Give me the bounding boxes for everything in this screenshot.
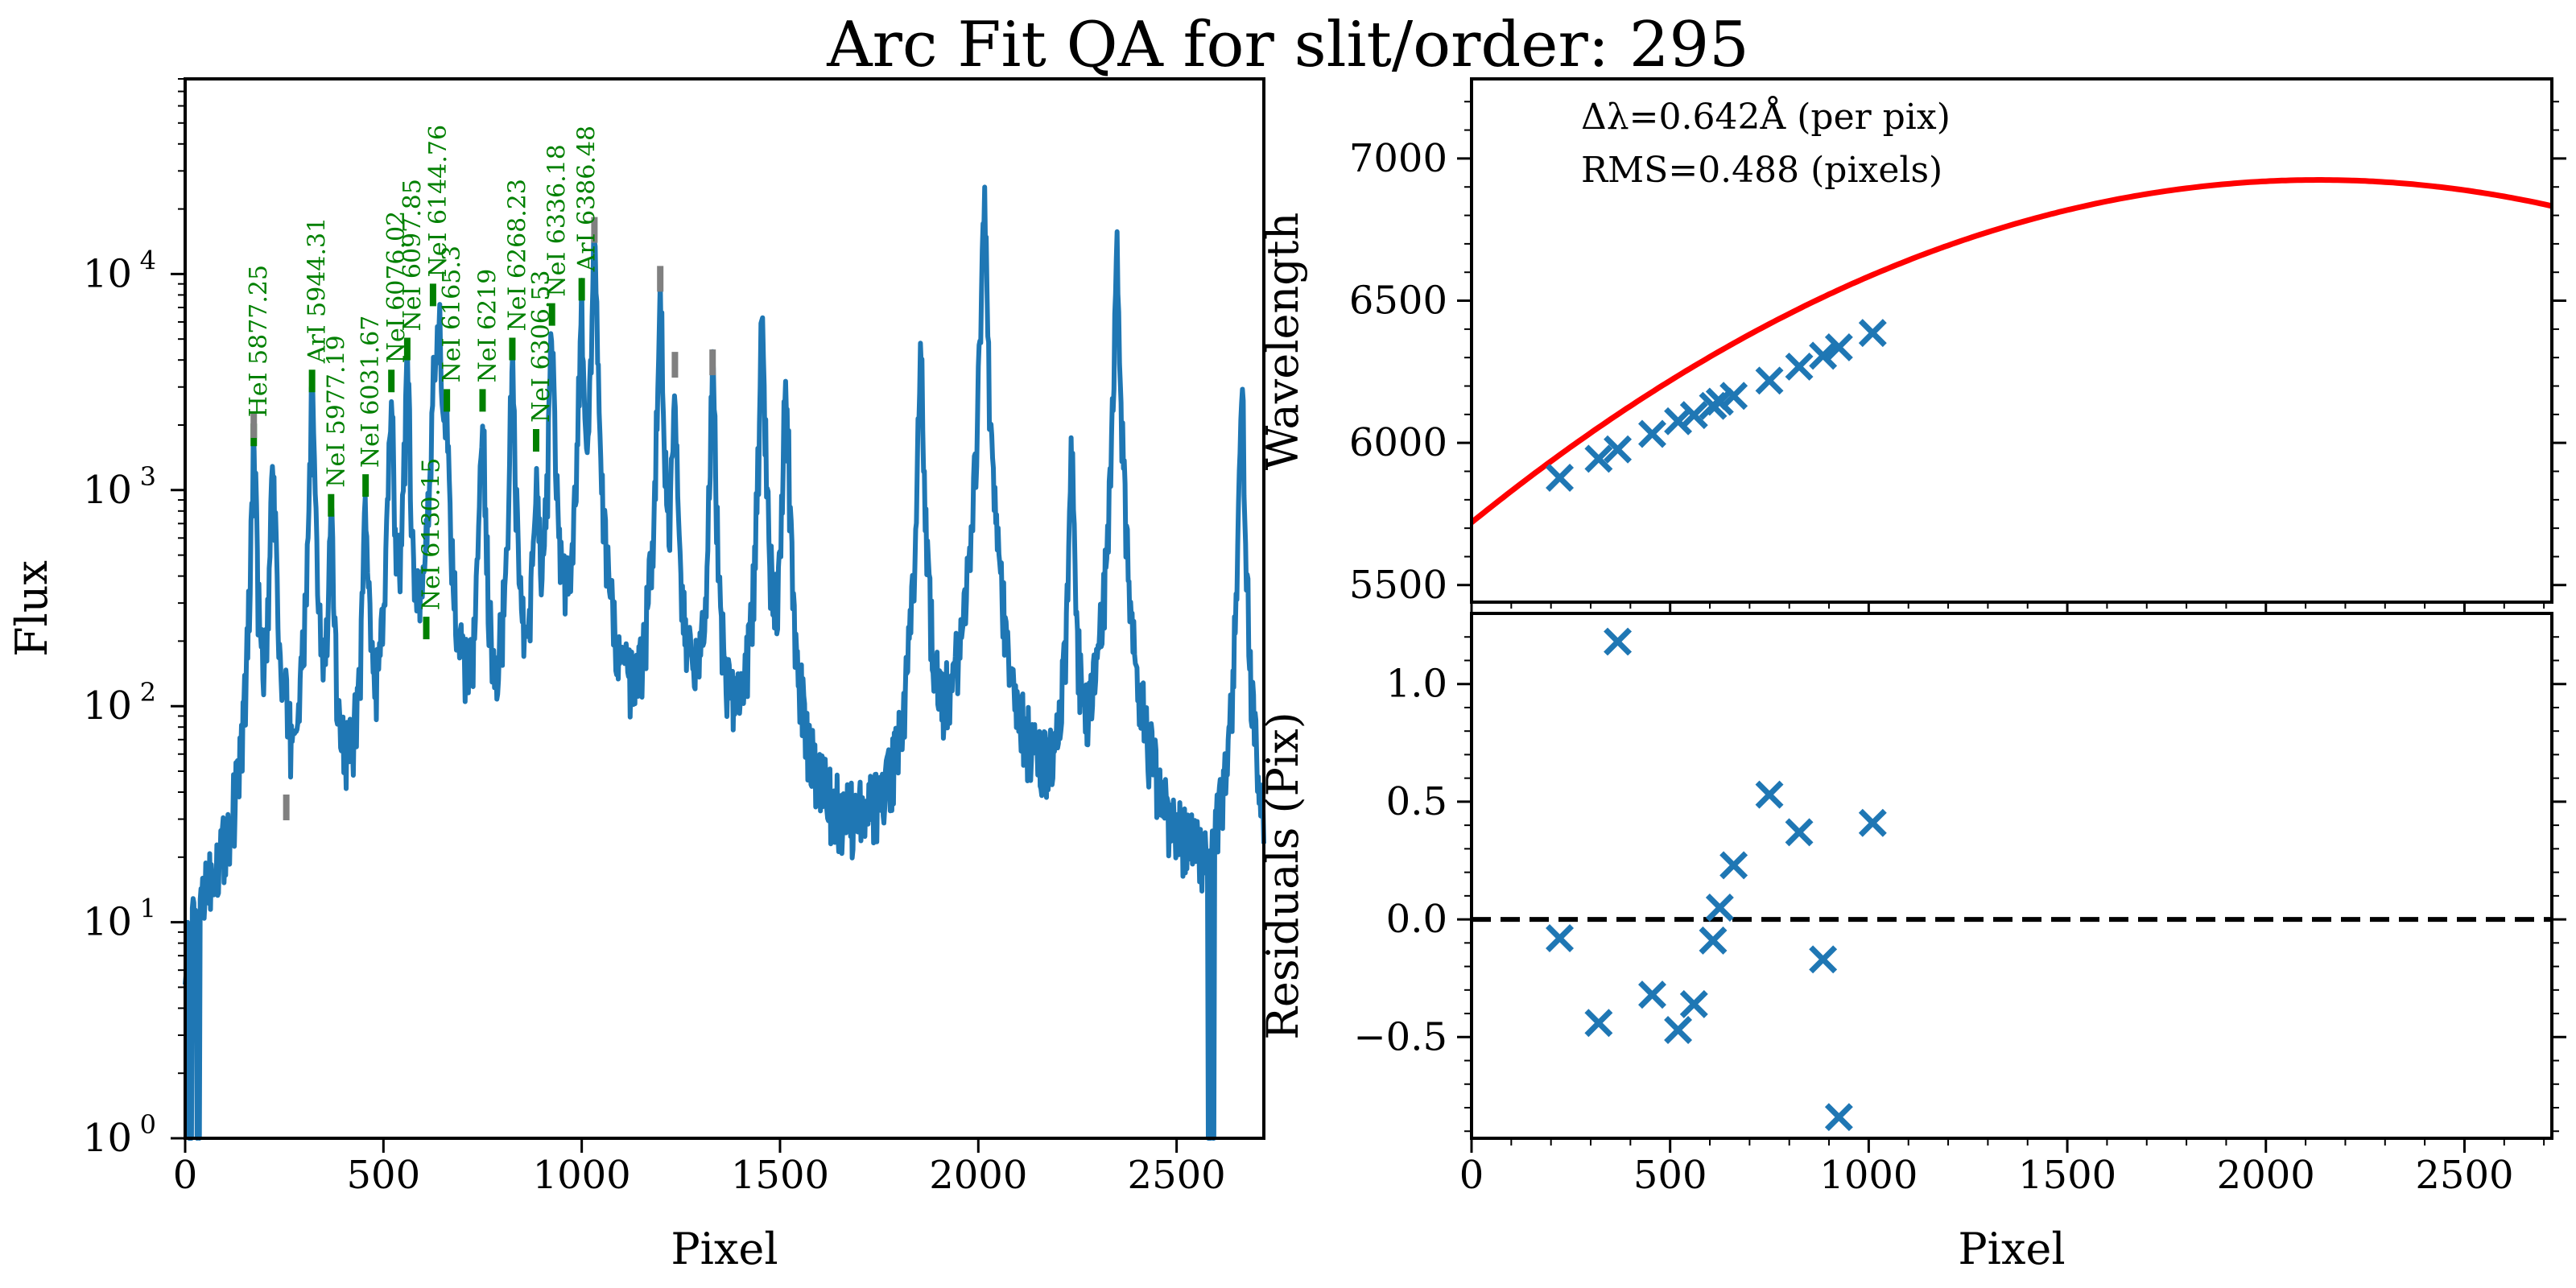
line-id-label: NeI 5977.19 <box>322 335 350 487</box>
residual-point <box>1785 818 1814 847</box>
residual-point <box>1604 627 1633 656</box>
spectrum-ytick-label: 10 <box>83 468 132 513</box>
line-id-label: NeI 6306.53 <box>527 270 555 422</box>
wavelength-point <box>1809 341 1838 370</box>
spectrum-line <box>183 184 1266 1141</box>
wavelength-ytick-label: 6500 <box>1349 279 1447 324</box>
wavelength-ytick-label: 5500 <box>1349 563 1447 608</box>
residual-point <box>1584 1009 1613 1038</box>
residual-xtick-label: 2500 <box>2415 1153 2513 1198</box>
dispersion-annotation: Δλ=0.642Å (per pix) <box>1581 95 1951 138</box>
residual-point <box>1719 851 1748 880</box>
wavelength-ytick-label: 6000 <box>1349 420 1447 465</box>
residual-point <box>1699 926 1728 955</box>
residual-ytick-label: 0.5 <box>1386 779 1447 824</box>
residual-point <box>1664 1016 1693 1044</box>
residual-xtick-label: 2000 <box>2217 1153 2315 1198</box>
figure-title: Arc Fit QA for slit/order: 295 <box>826 9 1748 81</box>
line-id-label: NeI 6165.3 <box>438 246 466 382</box>
spectrum-ytick-label: 10 <box>83 683 132 729</box>
spectrum-ytick-label: 10 <box>83 251 132 296</box>
spectrum-ytick-exponent: 4 <box>140 245 156 275</box>
spectrum-xtick-label: 1500 <box>731 1153 829 1198</box>
line-id-label: NeI 6144.76 <box>424 125 452 277</box>
line-id-label: NeI 6031.67 <box>357 316 385 468</box>
wavelength-point <box>1604 435 1633 464</box>
residual-xtick-label: 500 <box>1633 1153 1707 1198</box>
residuals-xlabel: Pixel <box>1958 1224 2065 1274</box>
residual-ytick-label: −0.5 <box>1353 1014 1447 1059</box>
wavelength-fit-panel: 5500 6000 6500 7000 Δλ=0.642Å (per pix) RMS… <box>1257 77 2566 613</box>
residual-point <box>1809 945 1838 974</box>
residual-point <box>1638 980 1666 1009</box>
residual-point <box>1546 924 1575 952</box>
wavelength-point <box>1824 332 1853 361</box>
residual-point <box>1824 1103 1853 1132</box>
spectrum-ylabel: Flux <box>6 560 57 657</box>
wavelength-axes-frame <box>1470 77 2553 604</box>
residual-xtick-label: 1000 <box>1819 1153 1918 1198</box>
line-id-label: NeI 6130.15 <box>418 458 446 610</box>
line-id-label: NeI 6219 <box>473 269 502 383</box>
rms-annotation: RMS=0.488 (pixels) <box>1581 150 1942 191</box>
wavelength-point <box>1785 352 1814 381</box>
residual-ytick-label: 1.0 <box>1386 662 1447 707</box>
spectrum-xtick-label: 0 <box>173 1153 198 1198</box>
line-id-label: NeI 6268.23 <box>503 179 531 331</box>
spectrum-xtick-label: 2500 <box>1128 1153 1226 1198</box>
residuals-panel: −0.5 0.0 0.5 1.0 0 500 1000 1500 2000 2500 Pixel… <box>1257 612 2566 1274</box>
line-id-label: NeI 6097.85 <box>398 179 427 331</box>
wavelength-ylabel: Wavelength <box>1257 213 1308 471</box>
residual-xtick-label: 1500 <box>2018 1153 2116 1198</box>
spectrum-ytick-exponent: 3 <box>140 461 156 492</box>
wavelength-point <box>1679 401 1708 430</box>
spectrum-xtick-label: 2000 <box>929 1153 1027 1198</box>
residual-point <box>1705 893 1734 922</box>
residual-point <box>1858 808 1887 837</box>
residuals-axes-frame <box>1470 612 2553 1140</box>
spectrum-axes-frame <box>184 77 1265 1140</box>
residual-point <box>1755 780 1784 809</box>
line-id-label: NeI 6076.02 <box>382 211 411 363</box>
line-id-label: NeI 6336.18 <box>543 144 572 296</box>
wavelength-point <box>1546 464 1575 493</box>
line-id-label: HeI 5877.25 <box>245 265 273 417</box>
line-id-label: ArI 5944.31 <box>303 217 332 364</box>
wavelength-point <box>1664 407 1693 436</box>
residual-xtick-label: 0 <box>1459 1153 1484 1198</box>
residuals-ylabel: Residuals (Pix) <box>1257 712 1308 1039</box>
spectrum-xtick-label: 500 <box>347 1153 421 1198</box>
spectrum-ytick-exponent: 0 <box>140 1109 156 1140</box>
wavelength-fit-curve <box>1472 177 2552 525</box>
residual-point <box>1679 989 1708 1018</box>
spectrum-ytick-exponent: 2 <box>140 677 156 708</box>
wavelength-point <box>1584 444 1613 473</box>
wavelength-ytick-label: 7000 <box>1349 136 1447 181</box>
spectrum-xlabel: Pixel <box>671 1224 778 1274</box>
spectrum-ytick-label: 10 <box>83 1116 132 1161</box>
spectrum-xtick-label: 1000 <box>533 1153 631 1198</box>
residual-ytick-label: 0.0 <box>1386 897 1447 942</box>
line-id-label: ArI 6386.48 <box>573 126 601 272</box>
wavelength-point <box>1755 366 1784 395</box>
spectrum-ytick-label: 10 <box>83 900 132 945</box>
wavelength-point <box>1719 382 1748 411</box>
spectrum-ytick-exponent: 1 <box>140 894 156 924</box>
wavelength-point <box>1858 319 1887 348</box>
wavelength-point <box>1638 419 1666 448</box>
